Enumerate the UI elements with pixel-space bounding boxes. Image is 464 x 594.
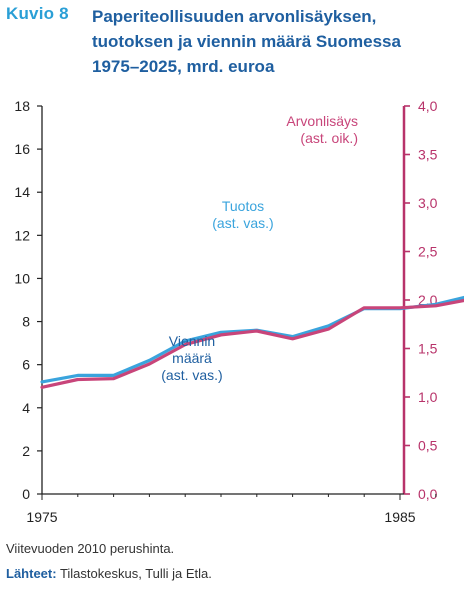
left-tick-label: 0 <box>22 486 30 502</box>
source-label: Lähteet: <box>6 566 57 581</box>
left-tick-label: 14 <box>14 184 30 200</box>
series-label-arvonlisays: Arvonlisäys (ast. oik.) <box>286 113 358 146</box>
right-tick-label: 1,5 <box>418 341 438 357</box>
right-tick-label: 3,5 <box>418 147 438 163</box>
left-tick-label: 10 <box>14 270 30 286</box>
right-axis: 0,00,51,01,52,02,53,03,54,0 <box>402 98 438 502</box>
left-tick-label: 12 <box>14 227 30 243</box>
x-axis: 197519851995200520152025 <box>26 493 437 525</box>
figure-label: Kuvio 8 <box>6 4 69 23</box>
x-tick-label: 1975 <box>26 509 57 525</box>
source-text: Tilastokeskus, Tulli ja Etla. <box>56 566 212 581</box>
series-label-tuotos: Tuotos (ast. vas.) <box>212 198 273 231</box>
series-labels: Arvonlisäys (ast. oik.) Tuotos (ast. vas.) V… <box>161 113 358 383</box>
series-label-vienti: Viennin määrä (ast. vas.) <box>161 333 222 383</box>
left-tick-label: 8 <box>22 314 30 330</box>
left-tick-label: 16 <box>14 141 30 157</box>
series-line-tuotos <box>40 295 464 384</box>
right-tick-label: 3,0 <box>418 195 438 211</box>
right-tick-label: 1,0 <box>418 389 438 405</box>
left-tick-label: 18 <box>14 98 30 114</box>
left-tick-label: 4 <box>22 400 30 416</box>
right-tick-label: 2,5 <box>418 244 438 260</box>
chart-title-line-2: tuotoksen ja viennin määrä Suomessa <box>92 32 401 51</box>
right-tick-label: 0,5 <box>418 438 438 454</box>
chart-title: Paperiteollisuuden arvonlisäyksen, tuoto… <box>92 4 452 79</box>
footnote: Viitevuoden 2010 perushinta. <box>6 541 175 556</box>
left-axis: 0 2 4 6 8 10 12 14 16 18 <box>14 98 43 502</box>
series-line-arvonlisays <box>40 298 464 389</box>
right-tick-label: 0,0 <box>418 486 438 502</box>
right-tick-label: 4,0 <box>418 98 438 114</box>
chart-title-line-1: Paperiteollisuuden arvonlisäyksen, <box>92 7 377 26</box>
left-tick-label: 2 <box>22 443 30 459</box>
left-tick-label: 6 <box>22 357 30 373</box>
chart-title-line-3: 1975–2025, mrd. euroa <box>92 57 275 76</box>
series-lines <box>40 295 464 389</box>
x-tick-label: 1985 <box>384 509 415 525</box>
source-line: Lähteet: Tilastokeskus, Tulli ja Etla. <box>6 566 212 581</box>
